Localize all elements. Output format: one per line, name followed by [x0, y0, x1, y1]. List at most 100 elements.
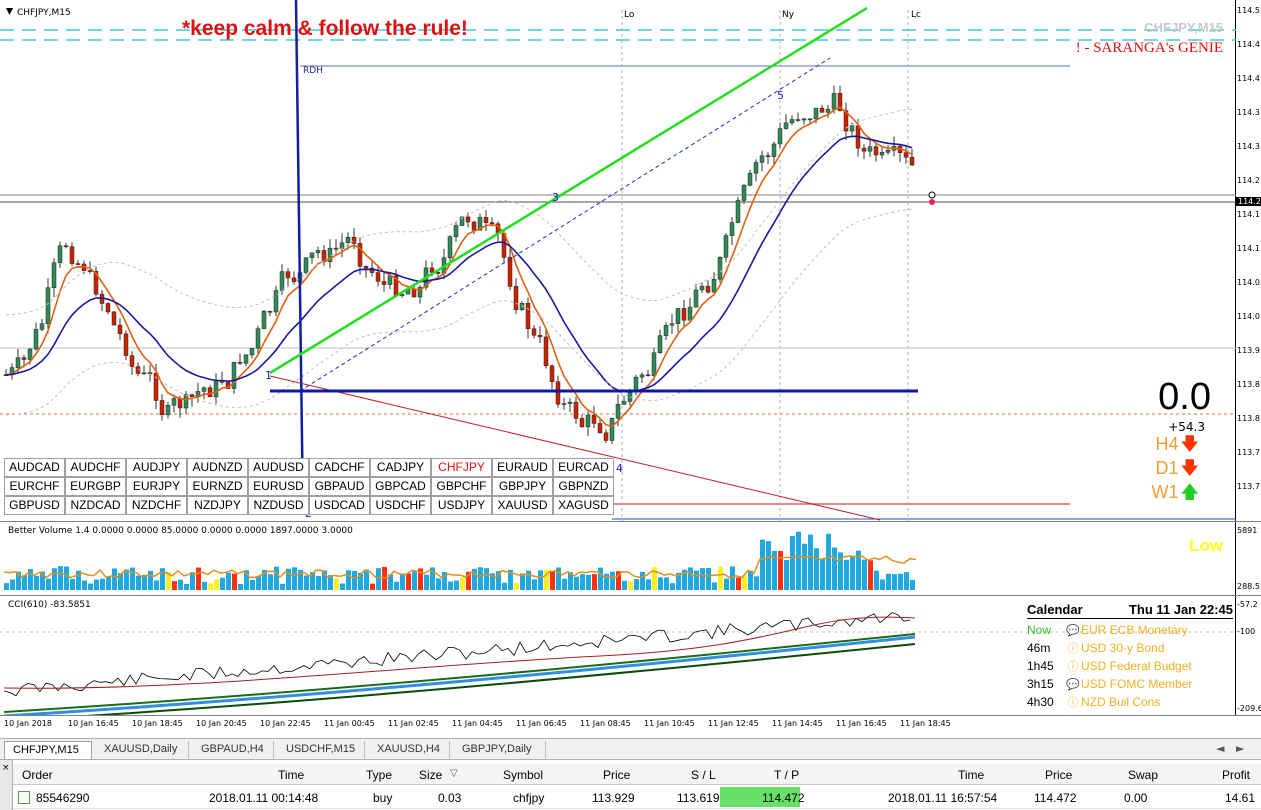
col-close-time[interactable]: Time [958, 768, 985, 782]
volume-bar [442, 572, 447, 590]
price-chart-canvas[interactable] [0, 0, 1236, 522]
main-chart-pane[interactable]: 114.5 114.4 114.4 114.3 114.3 114.2 114.1 114.1… [0, 0, 1261, 522]
calendar-row[interactable]: 4h30 ⓘ NZD Buil Cons [1027, 693, 1233, 711]
volume-bar [244, 570, 249, 590]
volume-bar [10, 579, 15, 590]
tab-next-button[interactable]: ► [1236, 742, 1245, 755]
symbol-button-gbpaud[interactable]: GBPAUD [309, 477, 370, 496]
time-tick: 11 Jan 02:45 [388, 719, 439, 728]
candle-body [249, 348, 255, 356]
symbol-button-eurgbp[interactable]: EURGBP [65, 477, 126, 496]
close-icon[interactable]: × [2, 763, 10, 773]
time-axis[interactable]: 10 Jan 2018 10 Jan 16:45 10 Jan 18:45 10 Ja… [0, 716, 1261, 738]
col-order[interactable]: Order [22, 768, 53, 782]
volume-bar [790, 535, 795, 590]
col-profit[interactable]: Profit [1222, 768, 1251, 782]
symbol-button-gbpchf[interactable]: GBPCHF [431, 477, 492, 496]
volume-bar [202, 581, 207, 590]
tab-chfjpy-m15[interactable]: CHFJPY,M15 [4, 741, 92, 759]
symbol-button-eurchf[interactable]: EURCHF [4, 477, 65, 496]
calendar-title: Calendar [1027, 602, 1083, 617]
col-symbol[interactable]: Symbol [503, 768, 544, 782]
volume-pane[interactable]: 5891 288.5 Better Volume 1.4 0.0000 0.00… [0, 522, 1261, 596]
col-type[interactable]: Type [366, 768, 393, 782]
terminal-side-bar[interactable]: × [0, 760, 13, 810]
wave-label-1: 1 [265, 369, 272, 382]
symbol-button-usdcad[interactable]: USDCAD [309, 496, 370, 515]
symbol-button-nzdjpy[interactable]: NZDJPY [187, 496, 248, 515]
tab-xauusd-h4[interactable]: XAUUSD,H4 [369, 741, 450, 759]
volume-indicator-title: Better Volume 1.4 0.0000 0.0000 85.0000 … [8, 526, 353, 536]
candle-body [171, 398, 177, 406]
candle-body [417, 286, 423, 298]
symbol-button-gbpnzd[interactable]: GBPNZD [553, 477, 614, 496]
volume-plot[interactable] [0, 522, 1236, 595]
symbol-button-audnzd[interactable]: AUDNZD [187, 458, 248, 477]
calendar-row[interactable]: 46m ⓘ USD 30-y Bond [1027, 639, 1233, 657]
symbol-button-nzdusd[interactable]: NZDUSD [248, 496, 309, 515]
symbol-button-audcad[interactable]: AUDCAD [4, 458, 65, 477]
price-plot[interactable] [0, 0, 1236, 521]
tab-gbpjpy-daily[interactable]: GBPJPY,Daily [454, 741, 546, 759]
symbol-button-usdchf[interactable]: USDCHF [370, 496, 431, 515]
time-tick: 11 Jan 18:45 [900, 719, 951, 728]
symbol-button-gbpcad[interactable]: GBPCAD [370, 477, 431, 496]
sort-icon[interactable]: ▽ [450, 768, 458, 779]
col-price[interactable]: Price [603, 768, 631, 782]
symbol-button-cadchf[interactable]: CADCHF [309, 458, 370, 477]
volume-tick: 288.5 [1237, 582, 1260, 591]
volume-bar [784, 560, 789, 590]
col-time[interactable]: Time [278, 768, 305, 782]
calendar-row[interactable]: Now 💬 EUR ECB Monetary [1027, 621, 1233, 639]
symbol-button-cadjpy[interactable]: CADJPY [370, 458, 431, 477]
cci-pane[interactable]: -57.2 -100 -209.6 CCI(610) -83.5851 Cale… [0, 596, 1261, 716]
cell-tp[interactable]: 114.472 [762, 791, 805, 805]
tab-prev-button[interactable]: ◄ [1216, 742, 1225, 755]
calendar-event: EUR ECB Monetary [1081, 623, 1188, 637]
symbol-button-gbpjpy[interactable]: GBPJPY [492, 477, 553, 496]
symbol-button-eurusd[interactable]: EURUSD [248, 477, 309, 496]
price-axis[interactable]: 114.5 114.4 114.4 114.3 114.3 114.2 114.1 114.1… [1236, 0, 1261, 521]
symbol-button-audjpy[interactable]: AUDJPY [126, 458, 187, 477]
symbol-button-xauusd[interactable]: XAUUSD [492, 496, 553, 515]
symbol-button-euraud[interactable]: EURAUD [492, 458, 553, 477]
col-size[interactable]: Size [419, 768, 443, 782]
candle-body [537, 335, 543, 338]
symbol-button-xagusd[interactable]: XAGUSD [553, 496, 614, 515]
volume-bar [106, 576, 111, 590]
volume-axis[interactable]: 5891 288.5 [1236, 522, 1261, 595]
tab-usdchf-m15[interactable]: USDCHF,M15 [278, 741, 365, 759]
trend-d1: D1 🡇 [1155, 456, 1199, 486]
symbol-button-chfjpy[interactable]: CHFJPY [431, 458, 492, 477]
volume-bar [430, 567, 435, 590]
time-tick: 11 Jan 00:45 [324, 719, 375, 728]
tab-xauusd-daily[interactable]: XAUUSD,Daily [96, 741, 189, 759]
symbol-button-usdjpy[interactable]: USDJPY [431, 496, 492, 515]
symbol-button-nzdchf[interactable]: NZDCHF [126, 496, 187, 515]
symbol-button-eurcad[interactable]: EURCAD [553, 458, 614, 477]
calendar-header: Calendar Thu 11 Jan 22:45 [1027, 602, 1233, 619]
price-tick: 113.8 [1237, 380, 1260, 389]
calendar-time: Now [1027, 623, 1052, 637]
col-close-price[interactable]: Price [1045, 768, 1073, 782]
calendar-row[interactable]: 1h45 ⓘ USD Federal Budget [1027, 657, 1233, 675]
symbol-button-nzdcad[interactable]: NZDCAD [65, 496, 126, 515]
calendar-row[interactable]: 3h15 💬 USD FOMC Member [1027, 675, 1233, 693]
tab-gbpaud-h4[interactable]: GBPAUD,H4 [193, 741, 274, 759]
cci-axis[interactable]: -57.2 -100 -209.6 [1236, 596, 1261, 715]
volume-bar [700, 568, 705, 590]
symbol-button-eurjpy[interactable]: EURJPY [126, 477, 187, 496]
volume-bar [538, 570, 543, 590]
symbol-button-audchf[interactable]: AUDCHF [65, 458, 126, 477]
candle-body [741, 185, 747, 201]
cell-order[interactable]: 85546290 [36, 791, 90, 805]
cci-plot[interactable] [0, 596, 1236, 715]
col-sl[interactable]: S / L [691, 768, 716, 782]
volume-bar [172, 581, 177, 590]
col-swap[interactable]: Swap [1128, 768, 1159, 782]
symbol-button-gbpusd[interactable]: GBPUSD [4, 496, 65, 515]
symbol-button-eurnzd[interactable]: EURNZD [187, 477, 248, 496]
cell-sl[interactable]: 113.619 [677, 791, 720, 805]
col-tp[interactable]: T / P [774, 768, 800, 782]
symbol-button-audusd[interactable]: AUDUSD [248, 458, 309, 477]
